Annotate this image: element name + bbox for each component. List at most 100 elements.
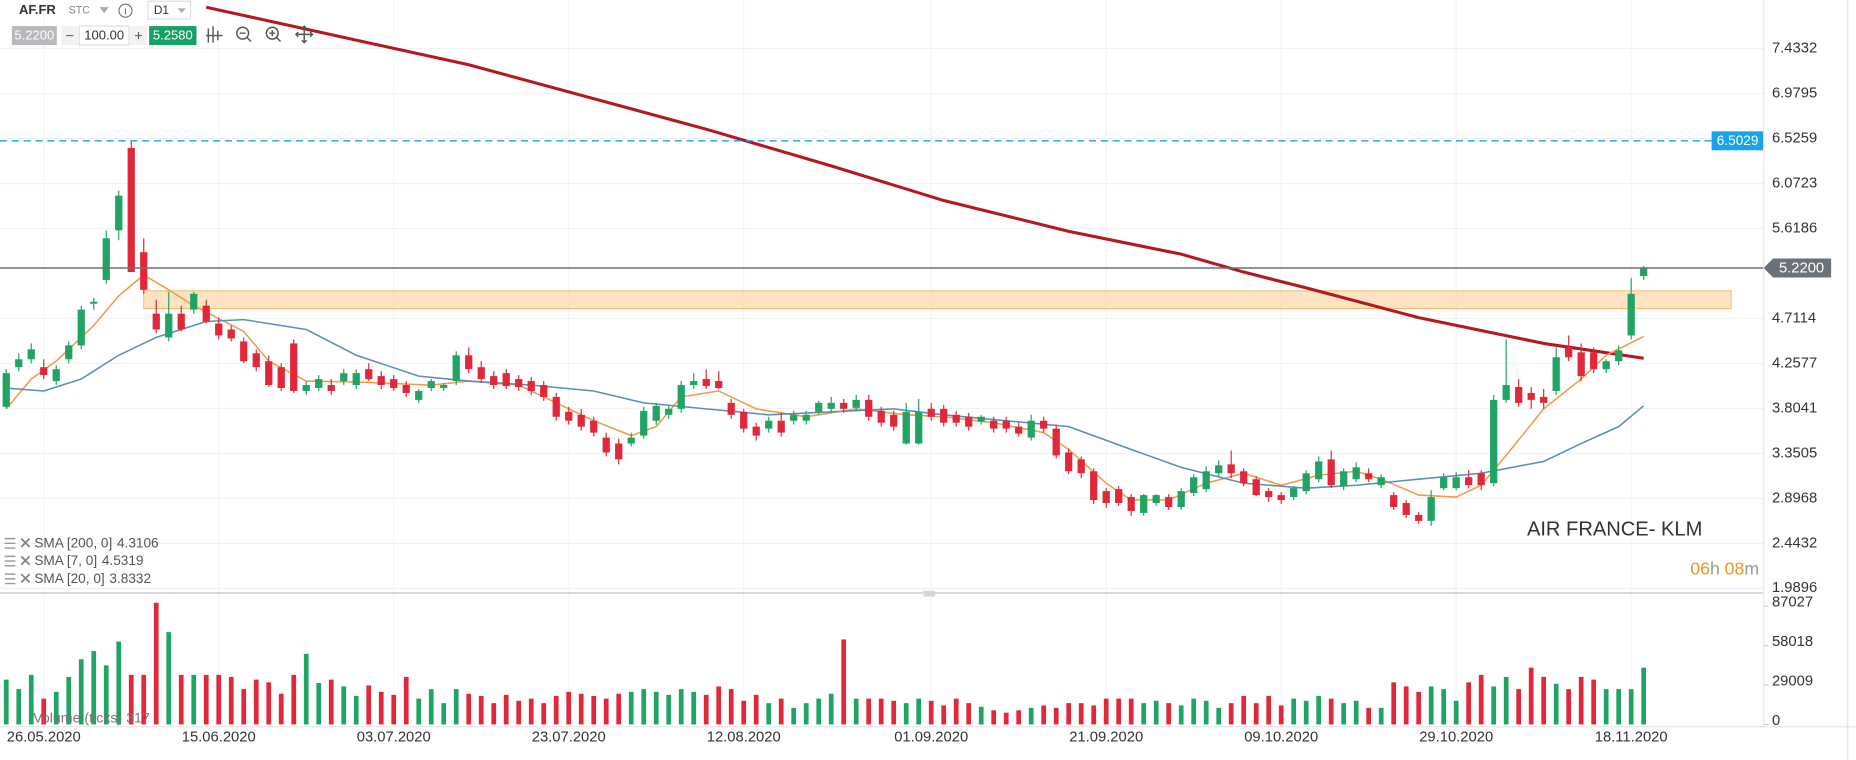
volume-bar (516, 700, 522, 725)
candle-body (377, 376, 385, 386)
legend-entry: SMA [200, 0] 4.3106 (34, 535, 158, 550)
volume-bar (303, 653, 309, 725)
volume-bar (228, 676, 234, 725)
bid: 5.2200 (14, 28, 54, 43)
volume-bar (1178, 705, 1184, 725)
candle-body (777, 420, 785, 433)
volume-bar (803, 703, 809, 725)
volume-bar (1003, 712, 1009, 725)
legend-icon[interactable] (4, 555, 16, 567)
candle-body (302, 385, 310, 391)
y-tick-label: 3.8041 (1772, 400, 1817, 416)
y-tick-label: 6.5259 (1772, 130, 1817, 146)
candle-body (40, 367, 48, 376)
volume-tick-label: 29009 (1772, 673, 1813, 689)
x-tick-label: 03.07.2020 (357, 729, 431, 745)
volume-input[interactable] (78, 25, 130, 46)
pan-icon[interactable] (294, 25, 314, 44)
legend-remove[interactable] (20, 573, 31, 584)
volume-bar (1103, 698, 1109, 725)
volume-bar (278, 693, 284, 725)
volume-bar (1028, 707, 1034, 725)
volume-bar (1053, 707, 1059, 725)
ask-box[interactable] (149, 26, 197, 46)
legend-value: 3.8332 (109, 570, 151, 585)
candle-body (1165, 497, 1173, 507)
legend-icon[interactable] (4, 537, 16, 549)
zone (143, 290, 1732, 310)
volume-bar (1116, 698, 1122, 725)
candle-body (490, 376, 498, 386)
dropdown[interactable] (177, 8, 186, 14)
candle-body (1227, 464, 1235, 474)
candle-body (827, 402, 835, 409)
candle-body (1190, 477, 1198, 494)
volume-bar (1466, 682, 1472, 725)
chart-type-icon[interactable] (205, 26, 223, 43)
volume-bar (503, 694, 509, 725)
volume-bar (1091, 705, 1097, 725)
volume-bar (928, 700, 934, 725)
candle-body (765, 420, 773, 429)
candle-body (1040, 420, 1048, 429)
candle-body (277, 367, 285, 389)
candle-body (115, 195, 123, 231)
timeframe-box[interactable] (147, 0, 192, 20)
candle-body (1027, 420, 1035, 438)
candle-body (1077, 459, 1085, 474)
volume-bar (1128, 698, 1134, 725)
candle-body (940, 408, 948, 423)
zoom-out-icon[interactable] (236, 26, 250, 40)
volume-bar (753, 694, 759, 725)
volume-bar (728, 689, 734, 725)
candle-body (1115, 489, 1123, 504)
volume-bar (1541, 676, 1547, 725)
candle-body (1402, 503, 1410, 515)
legend-remove[interactable] (20, 555, 31, 566)
volume-bar (828, 693, 834, 725)
legend-icon[interactable] (4, 573, 16, 585)
volume-bar (1253, 703, 1259, 725)
candle-body (365, 369, 373, 380)
candle-body (790, 414, 798, 421)
volume-bar (41, 698, 47, 725)
volume-bar (353, 695, 359, 725)
zoom-in-icon[interactable] (265, 26, 279, 40)
y-tick-label: 7.4332 (1772, 40, 1817, 56)
candle-body (1440, 477, 1448, 489)
volume-bar (1416, 691, 1422, 725)
candle-body (865, 399, 873, 417)
volume-bar (891, 700, 897, 725)
volume-bar (541, 703, 547, 725)
candle-body (1377, 477, 1385, 486)
volume-bar (166, 632, 172, 725)
candle-body (1590, 352, 1598, 370)
candle-body (1177, 491, 1185, 507)
volume-bar (991, 710, 997, 725)
candle-body (577, 414, 585, 427)
candle-body (515, 379, 523, 388)
candle-body (1252, 479, 1260, 496)
volume-bar (1216, 707, 1222, 725)
candle-body (1415, 514, 1423, 521)
volume-bar (953, 698, 959, 725)
candle-body (1502, 385, 1510, 400)
y-tick-label: 4.2577 (1772, 355, 1817, 371)
volume-bar (903, 703, 909, 725)
volume-bar (1603, 689, 1609, 725)
pane-handle[interactable] (923, 590, 936, 597)
indicator-line (6, 318, 1645, 489)
legend-remove[interactable] (20, 537, 31, 548)
bid-box[interactable] (11, 26, 57, 46)
candle-body (1640, 268, 1648, 276)
candle-body (652, 405, 660, 421)
candle-body (1290, 488, 1298, 498)
candle-body (1515, 387, 1523, 403)
volume-bar (566, 691, 572, 725)
volume-bar (1616, 689, 1622, 725)
timer: 06h 08m (1690, 558, 1759, 578)
dropdown[interactable] (99, 7, 109, 14)
volume-bar (53, 691, 59, 725)
info-icon[interactable] (118, 3, 133, 18)
